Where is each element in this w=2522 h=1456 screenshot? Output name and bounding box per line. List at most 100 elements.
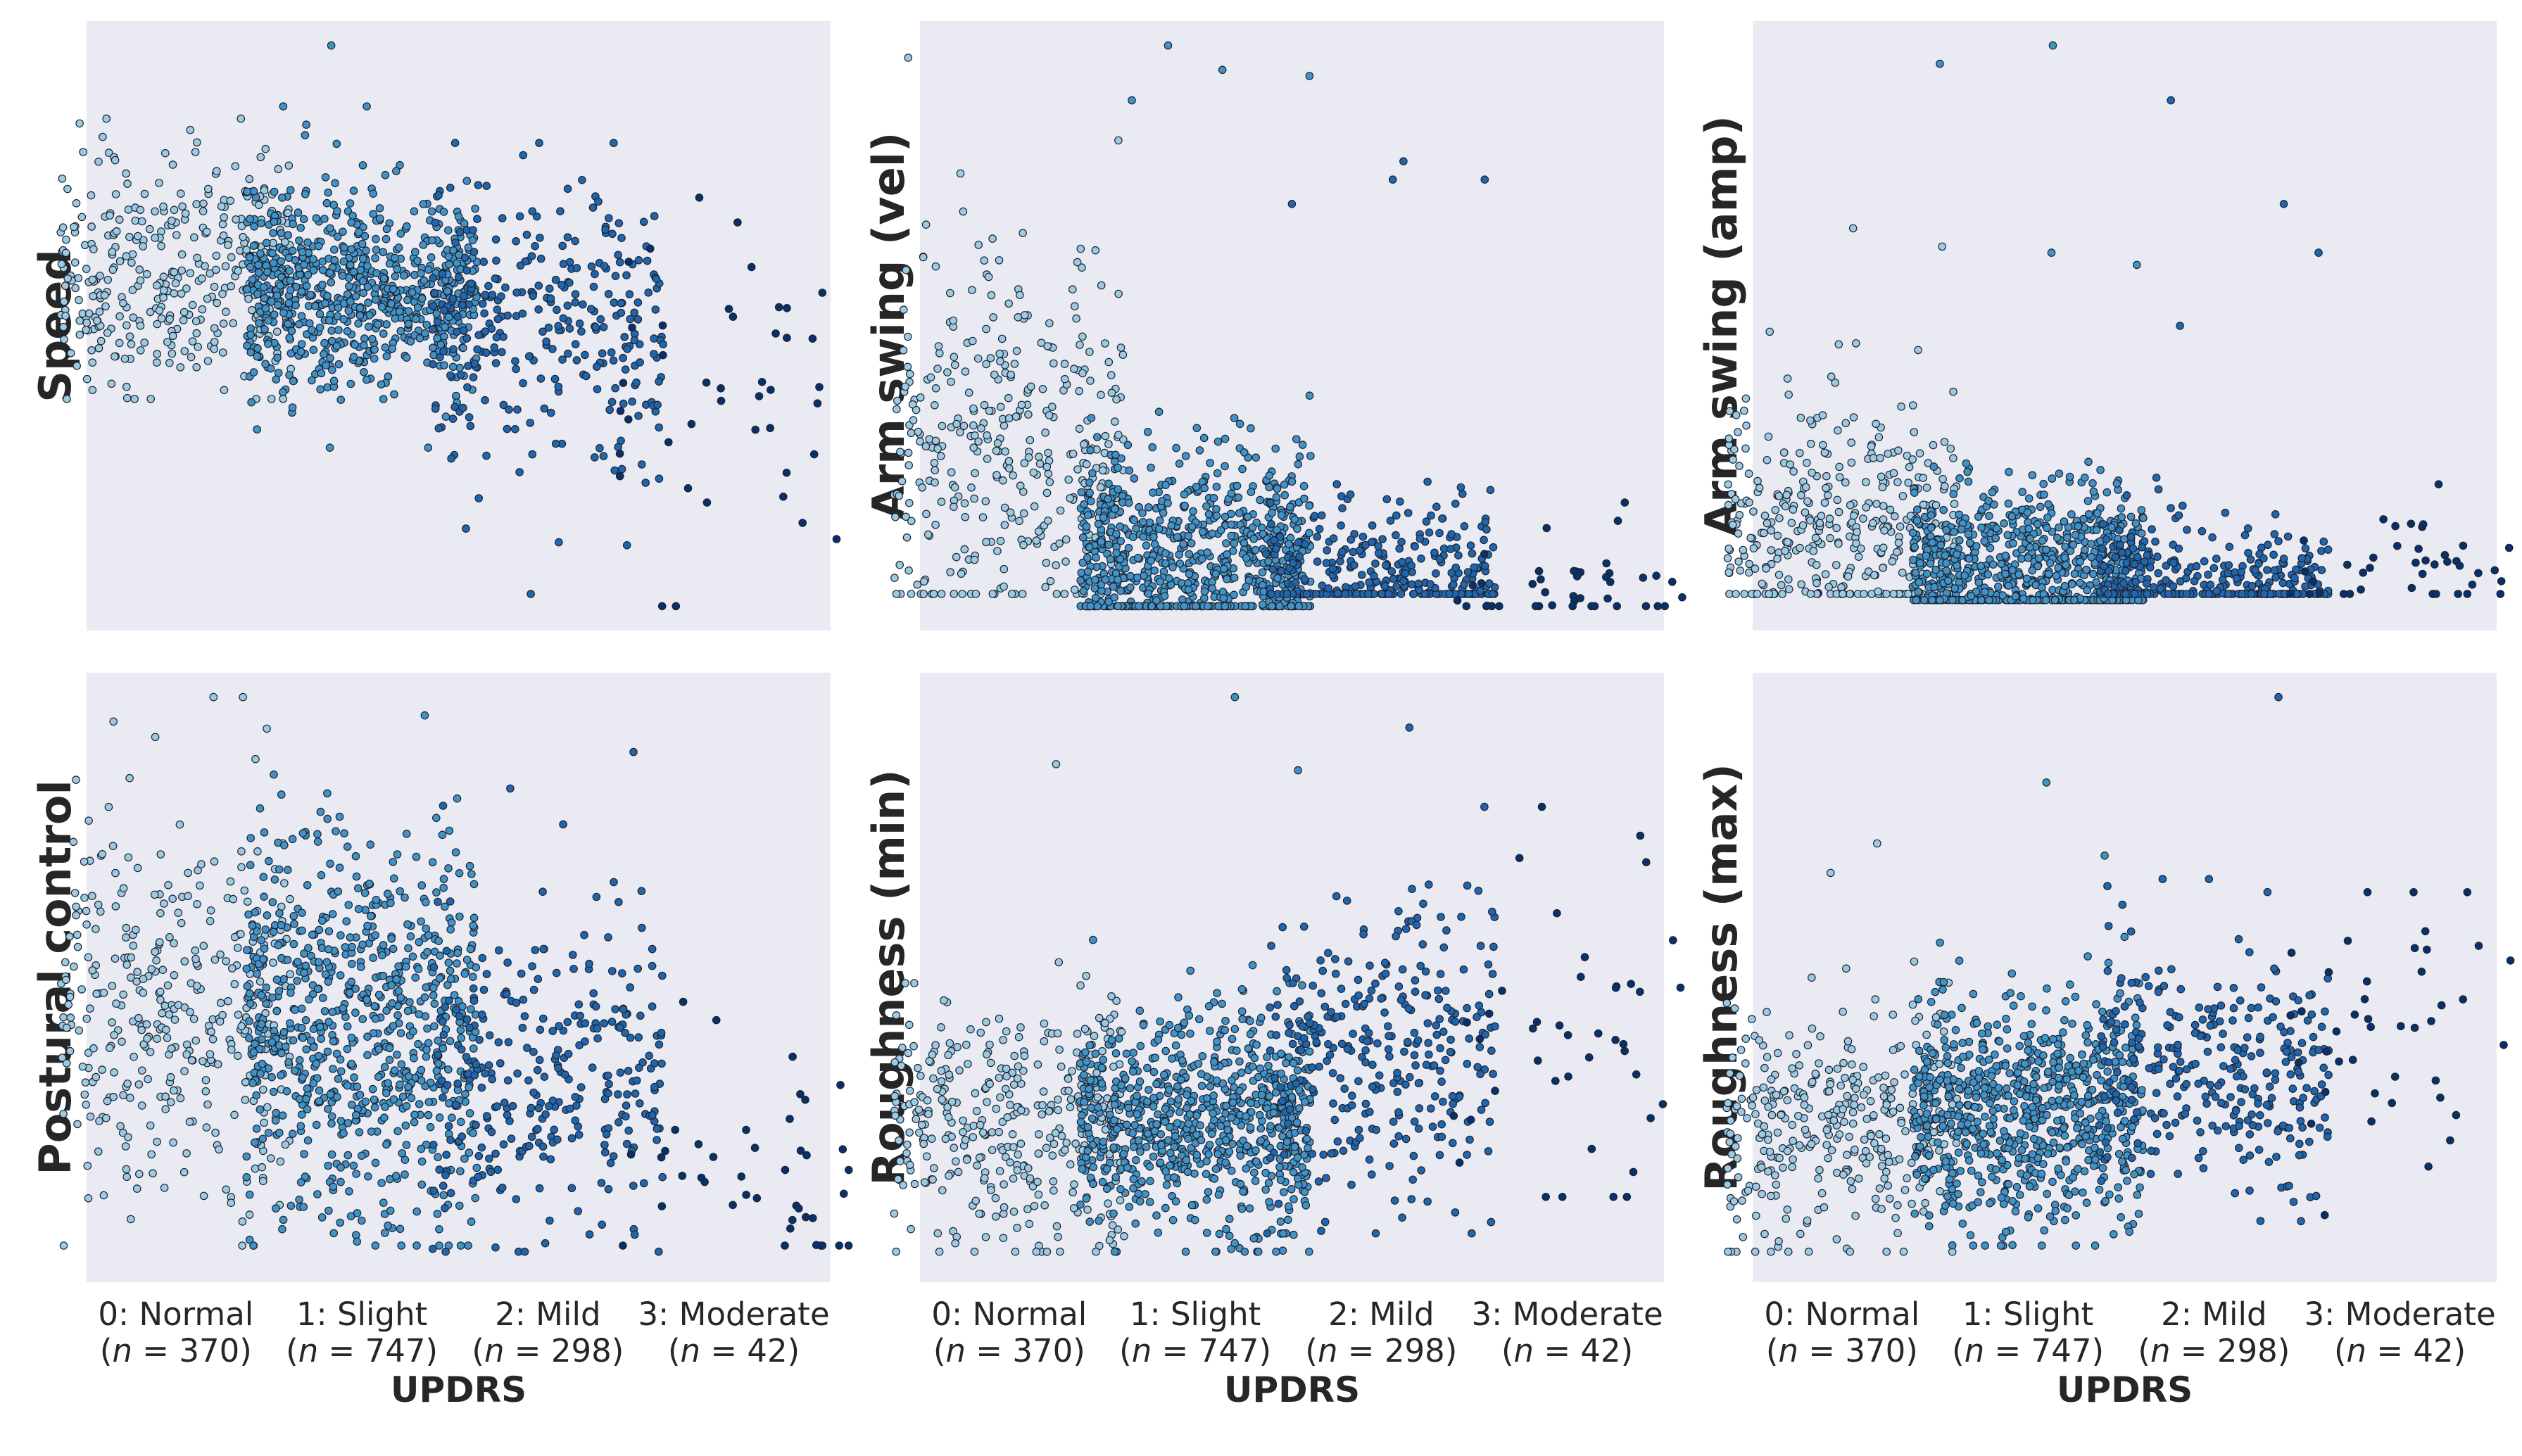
data-point — [1077, 569, 1086, 577]
data-point — [167, 1098, 175, 1107]
data-point — [1180, 501, 1189, 510]
data-point — [1112, 529, 1121, 538]
data-point — [2205, 590, 2213, 598]
data-point — [1763, 519, 1772, 528]
data-point — [99, 132, 107, 141]
data-point — [332, 341, 341, 350]
data-point — [237, 114, 246, 123]
data-point — [132, 925, 140, 935]
data-point — [1333, 589, 1342, 597]
data-point — [309, 255, 317, 264]
data-point — [783, 334, 791, 342]
data-point — [338, 272, 347, 280]
data-point — [1948, 595, 1957, 604]
data-point — [1904, 590, 1912, 598]
data-point — [429, 274, 437, 282]
data-point — [444, 252, 453, 261]
data-point — [1915, 578, 1924, 587]
data-point — [212, 167, 221, 175]
data-point — [191, 954, 200, 963]
data-point — [176, 1094, 185, 1103]
data-point — [1416, 534, 1425, 543]
data-point — [392, 167, 401, 175]
data-point — [2026, 534, 2034, 543]
data-point — [402, 353, 411, 362]
data-point — [607, 398, 617, 407]
data-point — [1256, 495, 1264, 505]
data-point — [1909, 401, 1917, 410]
data-point — [363, 1051, 372, 1060]
data-point — [1991, 533, 2000, 543]
data-point — [1016, 291, 1024, 299]
data-point — [2137, 506, 2146, 514]
data-point — [624, 415, 633, 424]
data-point — [1200, 594, 1209, 602]
data-point — [650, 350, 658, 358]
data-point — [575, 319, 584, 328]
data-point — [1941, 482, 1949, 490]
data-point — [1870, 571, 1879, 580]
data-point — [586, 305, 595, 313]
data-point — [372, 246, 381, 254]
data-point — [125, 773, 134, 783]
data-point — [1018, 590, 1027, 598]
data-point — [111, 190, 120, 198]
data-point — [1929, 462, 1938, 471]
data-point — [300, 260, 308, 269]
data-point — [2319, 537, 2328, 546]
data-point — [2095, 554, 2104, 562]
data-point — [630, 336, 639, 345]
data-point — [540, 404, 549, 413]
data-point — [1310, 512, 1319, 521]
data-point — [417, 1065, 426, 1075]
data-point — [2209, 564, 2219, 573]
data-point — [1803, 458, 1811, 467]
data-point — [2001, 569, 2010, 578]
data-point — [332, 139, 341, 148]
data-point — [334, 326, 343, 334]
data-point — [79, 148, 87, 156]
data-point — [386, 299, 396, 308]
data-point — [165, 358, 174, 367]
data-point — [122, 933, 130, 942]
data-point — [1218, 65, 1227, 75]
data-point — [122, 169, 130, 178]
data-point — [1422, 517, 1431, 526]
data-point — [61, 248, 70, 258]
data-point — [1268, 602, 1276, 611]
data-point — [1213, 469, 1222, 478]
data-point — [2198, 526, 2207, 536]
data-point — [1779, 448, 1789, 457]
data-point — [170, 971, 179, 980]
data-point — [1808, 468, 1816, 477]
data-point — [1974, 512, 1983, 521]
data-point — [2040, 490, 2048, 499]
data-point — [1180, 602, 1189, 611]
data-point — [156, 850, 165, 859]
data-point — [594, 197, 603, 206]
data-point — [1874, 587, 1882, 596]
data-point — [2084, 457, 2093, 467]
data-point — [128, 286, 137, 294]
data-point — [527, 590, 535, 598]
data-point — [1962, 459, 1971, 468]
data-point — [111, 868, 120, 878]
data-point — [1068, 450, 1078, 458]
data-point — [328, 336, 336, 346]
data-point — [69, 837, 78, 847]
data-point — [260, 1118, 268, 1127]
data-point — [1392, 511, 1401, 520]
data-point — [2153, 552, 2162, 561]
data-point — [2060, 553, 2069, 562]
data-point — [82, 1101, 90, 1109]
data-point — [198, 207, 208, 215]
data-point — [519, 379, 527, 388]
data-point — [410, 248, 420, 256]
data-point — [1123, 441, 1133, 450]
plot-background — [87, 21, 831, 631]
data-point — [907, 590, 916, 598]
data-point — [124, 205, 133, 214]
data-point — [2152, 473, 2161, 482]
data-point — [147, 1150, 156, 1159]
data-point — [1466, 541, 1475, 550]
